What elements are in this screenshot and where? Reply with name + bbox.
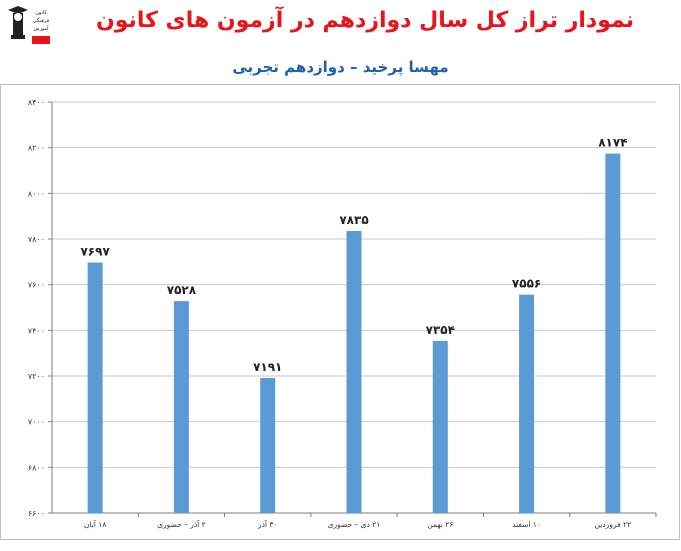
bar xyxy=(173,301,189,513)
y-tick-label: ۷۲۰۰ xyxy=(28,372,45,381)
x-tick-label: ۲۶ بهمن xyxy=(427,520,453,529)
bar xyxy=(346,231,362,513)
y-tick-label: ۸۲۰۰ xyxy=(28,144,45,153)
bar xyxy=(432,340,448,513)
x-axis-ticks: ۱۸ آبان ۲ آذر – حضوری ۳۰ آذر ۲۱ دی – حضوری ۲… xyxy=(84,513,657,529)
data-label: ۷۱۹۱ xyxy=(253,360,282,374)
data-label: ۷۵۵۶ xyxy=(512,277,541,291)
y-axis-ticks: ۶۶۰۰ ۶۸۰۰ ۷۰۰۰ ۷۲۰۰ ۷۴۰۰ ۷۶۰۰ ۷۸۰۰ ۸۰۰۰ ۸۲۰۰ ۸۴۰۰ xyxy=(28,98,52,518)
logo-text-line-1: کانون xyxy=(35,10,47,16)
bar xyxy=(87,262,103,513)
chart-subtitle: مهسا پرخید – دوازدهم تجربی xyxy=(232,58,449,76)
y-tick-label: ۷۰۰۰ xyxy=(28,418,45,427)
x-tick-label: ۲۲ فروردین xyxy=(595,520,632,529)
logo-text-line-2: فرهنگی xyxy=(33,17,50,24)
y-tick-label: ۶۶۰۰ xyxy=(28,509,45,518)
kanoon-logo-icon: کانون فرهنگی آموزش xyxy=(4,4,54,48)
data-label: ۷۳۵۴ xyxy=(426,323,455,337)
x-tick-label: ۲۱ دی – حضوری xyxy=(328,520,381,529)
x-tick-label: ۲ آذر – حضوری xyxy=(157,519,206,529)
bar xyxy=(260,378,276,513)
x-tick-label: ۱۰ اسفند xyxy=(512,520,541,529)
bar xyxy=(605,153,621,513)
x-tick-label: ۳۰ آذر xyxy=(257,519,278,529)
chart-frame xyxy=(0,84,680,540)
bar xyxy=(519,294,535,513)
data-label: ۷۶۹۷ xyxy=(80,245,110,259)
y-tick-label: ۷۶۰۰ xyxy=(28,281,45,290)
y-tick-label: ۷۸۰۰ xyxy=(28,235,45,244)
y-tick-label: ۸۴۰۰ xyxy=(28,98,45,107)
x-tick-label: ۱۸ آبان xyxy=(84,519,106,529)
data-label: ۸۱۷۴ xyxy=(598,136,627,150)
bars xyxy=(87,153,621,513)
y-tick-label: ۶۸۰۰ xyxy=(28,463,45,472)
data-labels: ۷۶۹۷ ۷۵۲۸ ۷۱۹۱ ۷۸۳۵ ۷۳۵۴ ۷۵۵۶ ۸۱۷۴ xyxy=(80,136,627,374)
y-tick-label: ۷۴۰۰ xyxy=(28,326,45,335)
logo-text-line-3: آموزش xyxy=(33,25,49,32)
data-label: ۷۸۳۵ xyxy=(339,213,368,227)
chart-title: نمودار تراز کل سال دوازدهم در آزمون های … xyxy=(95,8,635,33)
y-tick-label: ۸۰۰۰ xyxy=(28,189,45,198)
data-label: ۷۵۲۸ xyxy=(167,283,197,297)
